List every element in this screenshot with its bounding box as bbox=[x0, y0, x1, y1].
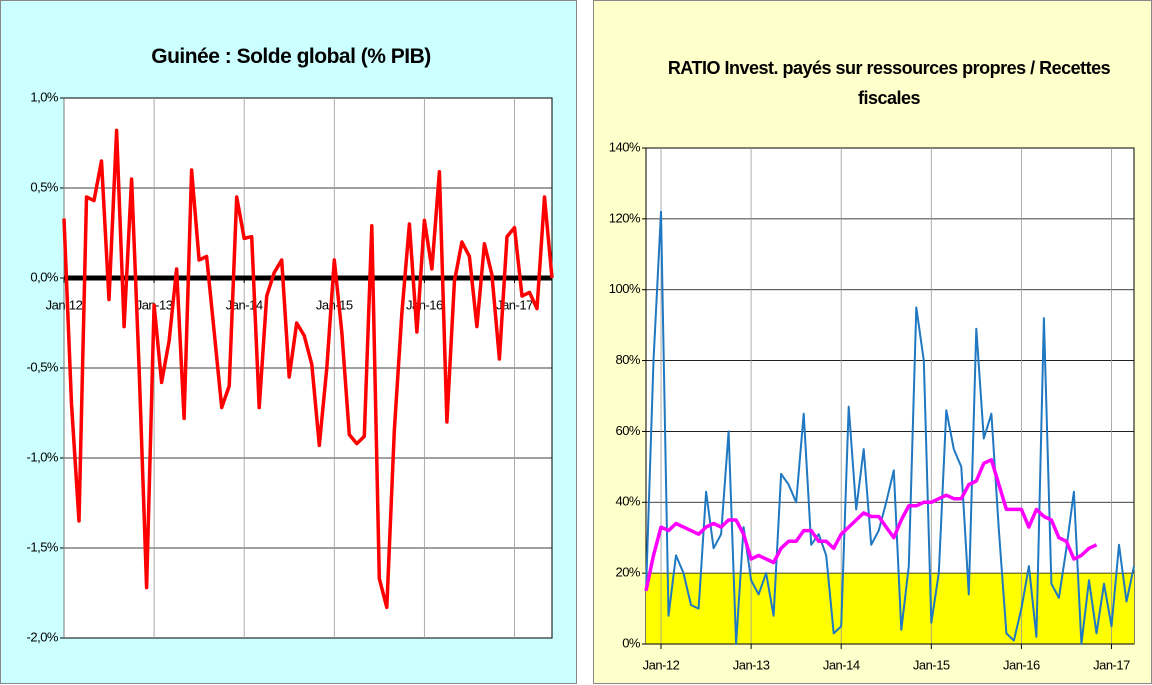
chart-panel: RATIO Invest. payés sur ressources propr… bbox=[593, 0, 1152, 684]
y-tick-label: 80% bbox=[615, 352, 640, 367]
x-tick-label: Jan-14 bbox=[823, 657, 860, 672]
chart-panel: Guinée : Solde global (% PIB) -2,0% -1,5%… bbox=[0, 0, 577, 684]
x-tick-label: Jan-15 bbox=[316, 297, 353, 312]
x-tick-label: Jan-17 bbox=[496, 297, 533, 312]
chart-title: RATIO Invest. payés sur ressources propr… bbox=[667, 58, 1111, 108]
x-tick-label: Jan-16 bbox=[1003, 657, 1040, 672]
x-tick-label: Jan-17 bbox=[1093, 657, 1130, 672]
chart: -2,0% -1,5% -1,0% -0,5% 0,0% 0,5% 1,0% Jan-12 Ja… bbox=[27, 89, 554, 644]
y-tick-label: -1,5% bbox=[27, 539, 59, 554]
y-tick-label: 1,0% bbox=[30, 89, 59, 104]
series-line bbox=[644, 458, 1098, 592]
y-tick-label: -0,5% bbox=[27, 359, 59, 374]
y-tick-label: 20% bbox=[615, 565, 640, 580]
y-tick-label: 140% bbox=[609, 139, 641, 154]
series-line bbox=[645, 210, 1135, 645]
series-line bbox=[62, 128, 554, 610]
chart: 0% 20% 40% 60% 80% 100% 120% 140% Jan-12 Jan-13 Ja… bbox=[609, 139, 1135, 672]
x-tick-label: Jan-13 bbox=[733, 657, 770, 672]
y-tick-label: -1,0% bbox=[27, 449, 59, 464]
x-tick-label: Jan-12 bbox=[643, 657, 680, 672]
x-tick-label: Jan-15 bbox=[913, 657, 950, 672]
x-tick-label: Jan-16 bbox=[406, 297, 443, 312]
x-tick-label: Jan-12 bbox=[46, 297, 83, 312]
y-tick-label: 0,0% bbox=[30, 269, 59, 284]
y-tick-label: 0% bbox=[622, 635, 641, 650]
y-tick-label: 40% bbox=[615, 494, 640, 509]
chart-title: Guinée : Solde global (% PIB) bbox=[151, 45, 431, 68]
y-tick-label: 0,5% bbox=[30, 179, 59, 194]
plot-area bbox=[645, 147, 1135, 645]
y-tick-label: 100% bbox=[609, 281, 641, 296]
y-tick-label: 60% bbox=[615, 423, 640, 438]
y-tick-label: 120% bbox=[609, 210, 641, 225]
y-tick-label: -2,0% bbox=[27, 629, 59, 644]
